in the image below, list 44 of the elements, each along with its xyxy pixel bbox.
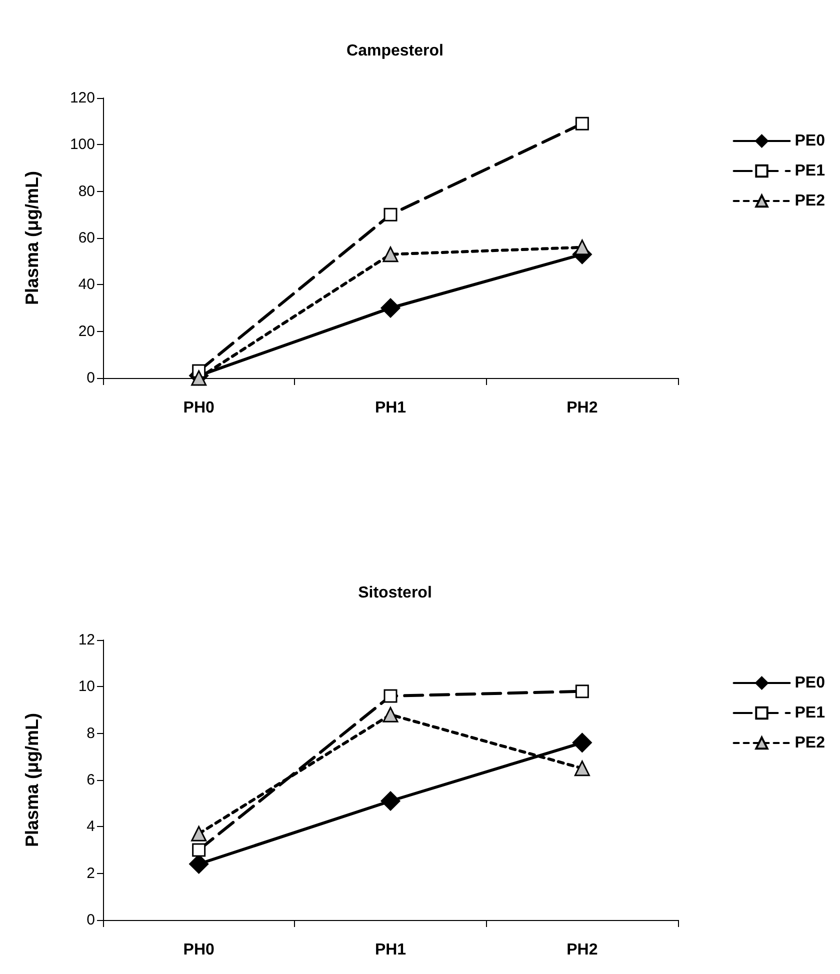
x-tick-label: PH1: [374, 942, 406, 958]
legend-label: PE0: [794, 674, 826, 692]
x-tick-label: PH0: [183, 400, 214, 416]
legend-label: PE1: [794, 162, 826, 180]
point: [191, 826, 207, 842]
point: [574, 760, 590, 776]
y-tick-label: 20: [78, 322, 95, 340]
point: [380, 298, 400, 318]
x-tick-label: PH2: [566, 400, 598, 416]
point: [575, 116, 589, 130]
chart-title: Sitosterol: [358, 584, 432, 602]
point: [575, 684, 589, 698]
legend-label: PE0: [794, 132, 826, 150]
y-tick-label: 100: [70, 136, 95, 154]
y-axis-title: Plasma (μg/mL): [22, 712, 42, 848]
point: [380, 791, 400, 811]
y-tick-label: 40: [78, 276, 95, 294]
point: [572, 732, 592, 752]
y-tick-label: 0: [86, 912, 95, 928]
point: [382, 706, 398, 722]
y-tick-label: 6: [86, 772, 95, 788]
point: [191, 370, 207, 386]
y-tick-label: 12: [78, 632, 95, 648]
x-tick-label: PH0: [183, 942, 214, 958]
x-tick-label: PH1: [374, 400, 406, 416]
legend-label: PE2: [794, 192, 826, 210]
y-tick-label: 2: [86, 864, 95, 882]
chart-title: Campesterol: [346, 42, 444, 60]
y-axis-title: Plasma (μg/mL): [22, 170, 42, 306]
y-tick-label: 8: [86, 724, 95, 742]
legend-label: PE1: [794, 704, 826, 722]
x-tick-label: PH2: [566, 942, 598, 958]
legend-label: PE2: [794, 734, 826, 752]
point: [382, 246, 398, 262]
y-tick-label: 120: [70, 90, 95, 106]
y-tick-label: 60: [78, 230, 95, 246]
y-tick-label: 10: [78, 678, 95, 696]
point: [384, 208, 398, 222]
y-tick-label: 4: [86, 818, 95, 836]
point: [384, 689, 398, 703]
y-tick-label: 80: [78, 182, 95, 200]
y-tick-label: 0: [86, 370, 95, 386]
point: [192, 843, 206, 857]
point: [574, 240, 590, 256]
